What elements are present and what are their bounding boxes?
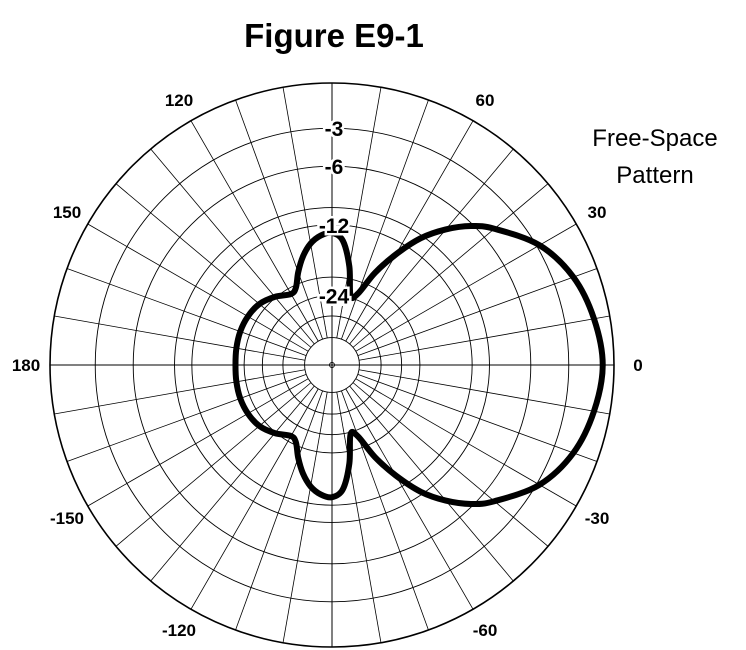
- pattern-annotation-line-1: Free-Space: [592, 125, 717, 152]
- pattern-annotation-line-2: Pattern: [616, 162, 693, 189]
- angle-label-0: 0: [633, 356, 642, 375]
- angle-label-30: 30: [588, 203, 607, 222]
- grid-spoke-40: [352, 183, 549, 348]
- grid-spoke-50: [349, 148, 514, 345]
- angle-label-180: 180: [12, 356, 40, 375]
- polar-grid: [49, 82, 615, 648]
- angle-label-120: 120: [165, 91, 193, 110]
- grid-spoke-160: [66, 268, 307, 356]
- ring-label-minus-3: -3: [325, 118, 344, 141]
- grid-spoke-300: [345, 388, 474, 610]
- grid-spoke-250: [235, 390, 323, 631]
- ring-label-minus-6: -6: [325, 156, 344, 179]
- grid-spoke-230: [150, 385, 315, 582]
- ring-label-minus-12: -12: [319, 215, 349, 238]
- grid-spoke-20: [357, 268, 598, 356]
- grid-spoke-70: [341, 99, 429, 340]
- angle-label-minus-120: -120: [162, 621, 196, 640]
- angle-label-minus-60: -60: [473, 621, 498, 640]
- pattern-trace-0: [232, 222, 606, 508]
- grid-spoke-60: [345, 120, 474, 342]
- grid-spoke-290: [341, 390, 429, 631]
- grid-spoke-140: [115, 183, 312, 348]
- angle-label-minus-30: -30: [585, 509, 610, 528]
- axis-labels: 0 30 60 120 150 180 -150 -120 -60 -30 -3 -6 -12 -24: [12, 91, 643, 640]
- pattern-trace-layer: [232, 222, 606, 508]
- angle-label-150: 150: [53, 203, 81, 222]
- grid-spoke-200: [66, 374, 307, 462]
- angle-label-minus-150: -150: [50, 509, 84, 528]
- chart-title: Figure E9-1: [244, 17, 424, 54]
- grid-spoke-130: [150, 148, 315, 345]
- grid-spoke-170: [54, 315, 306, 361]
- grid-spoke-10: [358, 315, 610, 361]
- grid-spoke-220: [115, 382, 312, 547]
- grid-spoke-330: [355, 378, 577, 507]
- grid-spoke-80: [336, 87, 382, 339]
- grid-spoke-120: [190, 120, 319, 342]
- grid-spoke-110: [235, 99, 323, 340]
- grid-spoke-150: [87, 223, 309, 352]
- grid-spoke-190: [54, 369, 306, 415]
- grid-spoke-340: [357, 374, 598, 462]
- angle-label-60: 60: [476, 91, 495, 110]
- grid-spoke-280: [336, 391, 382, 643]
- ring-label-minus-24: -24: [319, 285, 350, 308]
- grid-spoke-320: [352, 382, 549, 547]
- grid-spoke-310: [349, 385, 514, 582]
- grid-spoke-210: [87, 378, 309, 507]
- grid-spoke-100: [282, 87, 328, 339]
- grid-spoke-260: [282, 391, 328, 643]
- grid-spoke-30: [355, 223, 577, 352]
- grid-spoke-350: [358, 369, 610, 415]
- grid-spoke-240: [190, 388, 319, 610]
